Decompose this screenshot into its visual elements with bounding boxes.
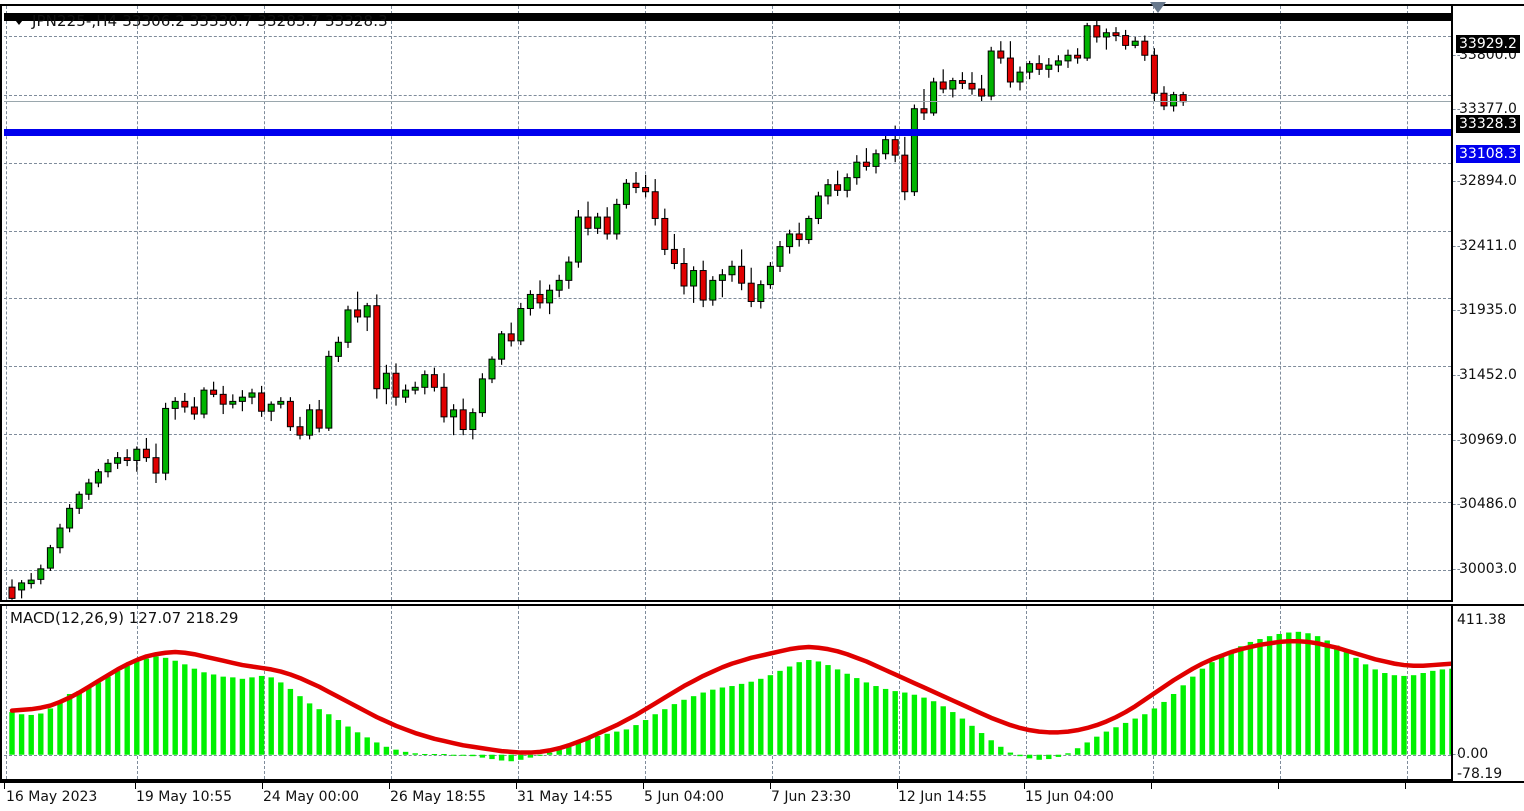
macd-zero-line [4,754,1451,756]
grid-line-vertical [391,606,392,779]
grid-line-vertical [264,606,265,779]
macd-axis[interactable]: 411.38 0.00 -78.19 [1451,604,1524,782]
time-axis-label: 7 Jun 23:30 [771,789,852,805]
price-plot-area[interactable] [4,6,1451,600]
grid-line-vertical [518,6,519,600]
macd-axis-rail [1451,606,1453,781]
macd-series [9,631,1451,762]
price-axis-tick [1453,181,1460,182]
time-axis-label: 19 May 10:55 [136,789,233,805]
price-axis-rail [1451,6,1453,602]
grid-line-vertical [137,6,138,600]
grid-line-vertical [645,606,646,779]
price-line-resistance[interactable] [4,13,1451,22]
macd-header: MACD(12,26,9) 127.07 218.29 [10,609,239,627]
macd-axis-label: -78.19 [1457,766,1503,782]
time-axis-label: 26 May 18:55 [390,789,487,805]
price-axis-label: 33377.0 [1459,101,1517,117]
grid-line-vertical [899,606,900,779]
price-axis-label: 32894.0 [1459,173,1517,189]
price-axis-tick [1453,504,1460,505]
price-axis-label: 31452.0 [1459,367,1517,383]
price-axis-tick [1453,440,1460,441]
grid-line-vertical [6,6,7,600]
time-axis-tick [1024,783,1025,789]
grid-line-vertical [1026,606,1027,779]
grid-line-horizontal [4,230,1451,232]
grid-line-vertical [264,6,265,600]
macd-panel[interactable]: MACD(12,26,9) 127.07 218.29 [0,604,1451,781]
macd-axis-tick [1453,754,1460,755]
time-axis-label: 16 May 2023 [6,789,98,805]
grid-line-horizontal [4,297,1451,299]
time-axis-tick [4,783,5,789]
grid-line-horizontal [4,365,1451,367]
price-axis-tick [1453,310,1460,311]
time-axis-tick [516,783,517,789]
grid-line-vertical [772,6,773,600]
time-axis-tick [770,783,771,789]
grid-line-horizontal [4,569,1451,571]
time-axis-tick [389,783,390,789]
price-axis-tick [1453,109,1460,110]
price-axis-label: 30486.0 [1459,496,1517,512]
grid-line-vertical [645,6,646,600]
price-axis-tick [1453,375,1460,376]
price-axis-label: 33108.3 [1456,145,1520,163]
price-axis-label: 32411.0 [1459,238,1517,254]
macd-axis-label: 411.38 [1457,612,1506,628]
time-axis-tick [897,783,898,789]
price-axis-label: 31935.0 [1459,302,1517,318]
price-line-support[interactable] [4,129,1451,137]
time-axis-tick [135,783,136,789]
price-axis-tick [1453,569,1460,570]
grid-line-vertical [899,6,900,600]
price-axis[interactable]: 33929.2 33800.0 33377.0 33328.3 33108.3 32894… [1451,4,1524,602]
grid-line-vertical [1026,6,1027,600]
time-axis-tick [262,783,263,789]
marker-triangle-down-icon [1150,2,1166,13]
grid-line-horizontal [4,35,1451,37]
time-axis-label: 15 Jun 04:00 [1025,789,1114,805]
time-axis-label: 5 Jun 04:00 [644,789,725,805]
grid-line-vertical [1407,6,1408,600]
price-axis-label: 30969.0 [1459,432,1517,448]
time-axis-label: 12 Jun 14:55 [898,789,987,805]
grid-line-horizontal [4,433,1451,435]
time-axis[interactable]: 16 May 2023 19 May 10:55 24 May 00:00 26 Ma… [0,781,1524,811]
grid-line-vertical [6,606,7,779]
chart-header-text: JPN225-,H4 33306.2 33330.7 33283.7 33328… [32,12,388,30]
time-axis-tick [643,783,644,789]
price-axis-label: 33328.3 [1456,115,1520,133]
price-axis-tick [1453,55,1460,56]
grid-line-vertical [1280,6,1281,600]
grid-line-vertical [391,6,392,600]
grid-line-horizontal [4,95,1451,97]
grid-line-vertical [518,606,519,779]
time-axis-label: 31 May 14:55 [517,789,614,805]
grid-line-horizontal [4,501,1451,503]
macd-axis-label: 0.00 [1457,746,1489,762]
price-axis-tick [1453,246,1460,247]
price-chart-panel[interactable]: JPN225-,H4 33306.2 33330.7 33283.7 33328… [0,4,1451,602]
price-axis-label: 33929.2 [1456,35,1520,53]
time-axis-tick [1278,783,1279,789]
grid-line-vertical [1407,606,1408,779]
time-axis-tick [1405,783,1406,789]
chart-header: JPN225-,H4 33306.2 33330.7 33283.7 33328… [12,12,388,30]
triangle-down-icon[interactable] [12,16,26,25]
candlestick-series [8,17,1187,600]
time-axis-label: 24 May 00:00 [263,789,360,805]
time-axis-tick [1151,783,1152,789]
price-line-last-price[interactable] [4,101,1451,103]
grid-line-horizontal [4,163,1451,165]
grid-line-vertical [1153,6,1154,600]
macd-plot-area[interactable] [4,606,1451,779]
price-axis-label: 30003.0 [1459,561,1517,577]
